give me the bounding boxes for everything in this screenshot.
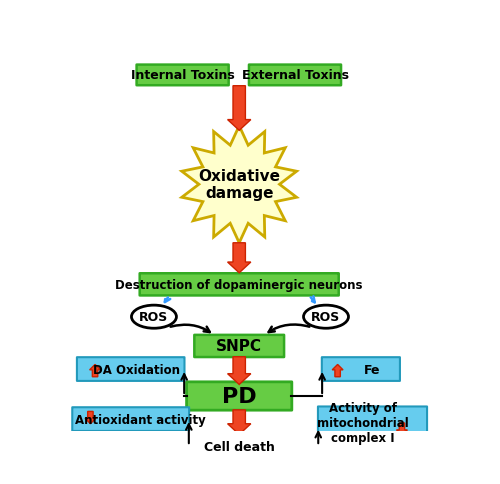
FancyBboxPatch shape xyxy=(140,273,338,296)
FancyArrow shape xyxy=(85,411,96,424)
Text: Antioxidant activity: Antioxidant activity xyxy=(74,413,206,426)
FancyBboxPatch shape xyxy=(194,335,284,357)
Text: Internal Toxins: Internal Toxins xyxy=(131,69,234,82)
FancyArrow shape xyxy=(396,423,407,436)
Text: SNPC: SNPC xyxy=(216,339,262,354)
FancyArrow shape xyxy=(228,87,251,131)
Text: Destruction of dopaminergic neurons: Destruction of dopaminergic neurons xyxy=(116,278,363,291)
FancyBboxPatch shape xyxy=(322,358,400,381)
Ellipse shape xyxy=(304,305,348,329)
FancyArrow shape xyxy=(228,410,251,435)
FancyBboxPatch shape xyxy=(136,65,228,86)
FancyBboxPatch shape xyxy=(186,382,292,410)
Text: Oxidative
damage: Oxidative damage xyxy=(198,169,280,201)
FancyArrow shape xyxy=(228,357,251,385)
Text: PD: PD xyxy=(222,386,256,406)
FancyArrow shape xyxy=(90,364,101,377)
FancyBboxPatch shape xyxy=(72,408,189,431)
Ellipse shape xyxy=(132,305,176,329)
FancyBboxPatch shape xyxy=(249,65,341,86)
FancyBboxPatch shape xyxy=(318,407,427,447)
Text: Fe: Fe xyxy=(364,363,381,376)
Text: External Toxins: External Toxins xyxy=(242,69,348,82)
FancyArrow shape xyxy=(332,364,343,377)
Text: ROS: ROS xyxy=(140,311,168,323)
Text: DA Oxidation: DA Oxidation xyxy=(94,363,180,376)
Polygon shape xyxy=(182,126,296,243)
FancyBboxPatch shape xyxy=(198,436,280,456)
Text: ROS: ROS xyxy=(312,311,340,323)
FancyArrow shape xyxy=(228,243,251,273)
FancyBboxPatch shape xyxy=(77,358,184,381)
Text: Activity of
mitochondrial
complex I: Activity of mitochondrial complex I xyxy=(318,402,409,444)
Text: Cell death: Cell death xyxy=(204,439,274,453)
